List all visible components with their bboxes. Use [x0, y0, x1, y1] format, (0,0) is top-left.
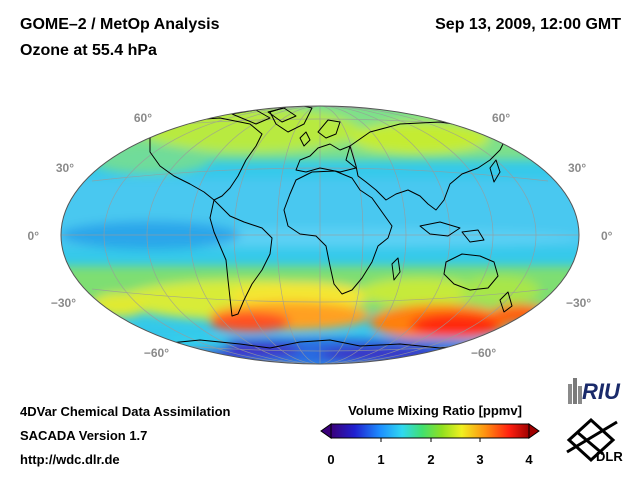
colorbar-tick-2: 2	[427, 452, 435, 467]
lat-label-60-right: 60°	[492, 111, 510, 125]
title-line-1: GOME–2 / MetOp Analysis	[20, 16, 220, 33]
colorbar-tick-4: 4	[525, 452, 533, 467]
colorbar-max-arrow	[528, 423, 540, 439]
lat-label-60-left: 60°	[134, 111, 152, 125]
lat-label-m30-right: −30°	[566, 296, 591, 310]
colorbar-tick-3: 3	[476, 452, 484, 467]
colorbar	[320, 423, 540, 442]
footer-line-2: SACADA Version 1.7	[20, 428, 148, 443]
title-line-2: Ozone at 55.4 hPa	[20, 42, 157, 59]
colorbar-tick-0: 0	[327, 452, 335, 467]
colorbar-tick-1: 1	[377, 452, 385, 467]
lat-label-m60-right: −60°	[471, 346, 496, 360]
lat-label-0-left: 0°	[28, 229, 40, 243]
colorbar-min-arrow	[320, 423, 332, 439]
footer-url[interactable]: http://wdc.dlr.de	[20, 452, 120, 467]
dlr-logo	[566, 417, 618, 463]
dlr-logo-text: DLR	[596, 449, 623, 464]
footer-line-1: 4DVar Chemical Data Assimilation	[20, 404, 231, 419]
lat-label-30-left: 30°	[56, 161, 74, 175]
latitude-labels: 60° 60° 30° 30° 0° 0° −30° −30° −60° −60…	[28, 111, 613, 360]
map-border	[60, 105, 580, 365]
lat-label-m60-left: −60°	[144, 346, 169, 360]
ozone-field	[61, 106, 579, 364]
analysis-datetime: Sep 13, 2009, 12:00 GMT	[435, 16, 621, 33]
lat-label-30-right: 30°	[568, 161, 586, 175]
lat-label-0-right: 0°	[601, 229, 613, 243]
colorbar-title: Volume Mixing Ratio [ppmv]	[348, 403, 522, 418]
lat-label-m30-left: −30°	[51, 296, 76, 310]
colorbar-gradient	[330, 423, 530, 439]
riu-logo-text: RIU	[582, 379, 621, 404]
riu-logo: RIU	[568, 378, 621, 404]
